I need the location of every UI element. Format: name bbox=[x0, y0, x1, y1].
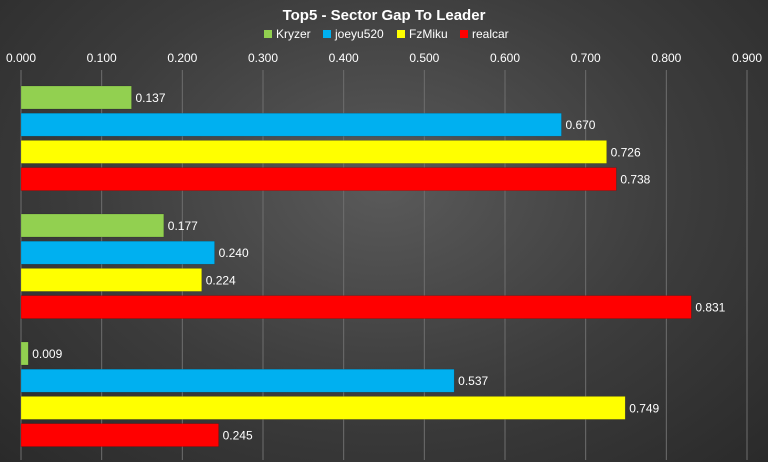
legend-entry: joeyu520 bbox=[334, 27, 384, 41]
data-label: 0.224 bbox=[206, 273, 236, 287]
legend-entry: realcar bbox=[472, 27, 509, 41]
data-label: 0.831 bbox=[695, 301, 725, 315]
bar bbox=[20, 396, 626, 420]
x-tick-label: 0.500 bbox=[409, 51, 439, 65]
data-label: 0.245 bbox=[223, 429, 253, 443]
bar bbox=[20, 167, 617, 191]
data-label: 0.670 bbox=[565, 118, 595, 132]
legend-swatch bbox=[397, 30, 405, 38]
x-tick-label: 0.900 bbox=[732, 51, 762, 65]
axis-ticks: 0.000 0.100 0.200 0.300 0.400 0.500 0.600 0.700… bbox=[6, 51, 762, 65]
bar bbox=[20, 112, 562, 137]
bar bbox=[20, 295, 692, 319]
x-tick-label: 0.400 bbox=[329, 51, 359, 65]
x-tick-label: 0.200 bbox=[167, 51, 197, 65]
x-tick-label: 0.000 bbox=[6, 51, 36, 65]
data-labels: 0.137 0.670 0.726 0.738 0.177 0.240 0.224 0.831… bbox=[32, 91, 725, 443]
bar bbox=[20, 341, 29, 366]
data-label: 0.137 bbox=[136, 91, 166, 105]
data-label: 0.009 bbox=[32, 347, 62, 361]
data-label: 0.240 bbox=[219, 246, 249, 260]
data-label: 0.738 bbox=[620, 173, 650, 187]
legend-swatch bbox=[264, 30, 272, 38]
bars bbox=[20, 85, 692, 447]
bar bbox=[20, 240, 215, 265]
chart-title: Top5 - Sector Gap To Leader bbox=[283, 7, 486, 24]
data-label: 0.749 bbox=[629, 401, 659, 415]
legend: Kryzer joeyu520 FzMiku realcar bbox=[264, 27, 509, 41]
x-tick-label: 0.300 bbox=[248, 51, 278, 65]
x-tick-label: 0.700 bbox=[571, 51, 601, 65]
bar bbox=[20, 368, 455, 393]
data-label: 0.177 bbox=[168, 219, 198, 233]
bar bbox=[20, 85, 132, 110]
bar bbox=[20, 140, 607, 164]
bar bbox=[20, 213, 165, 238]
x-tick-label: 0.800 bbox=[651, 51, 681, 65]
legend-swatch bbox=[323, 30, 331, 38]
legend-swatch bbox=[460, 30, 468, 38]
bar bbox=[20, 268, 202, 292]
bar bbox=[20, 423, 219, 447]
legend-entry: Kryzer bbox=[276, 27, 311, 41]
data-label: 0.726 bbox=[611, 145, 641, 159]
legend-entry: FzMiku bbox=[409, 27, 448, 41]
x-tick-label: 0.100 bbox=[87, 51, 117, 65]
x-tick-label: 0.600 bbox=[490, 51, 520, 65]
data-label: 0.537 bbox=[458, 374, 488, 388]
